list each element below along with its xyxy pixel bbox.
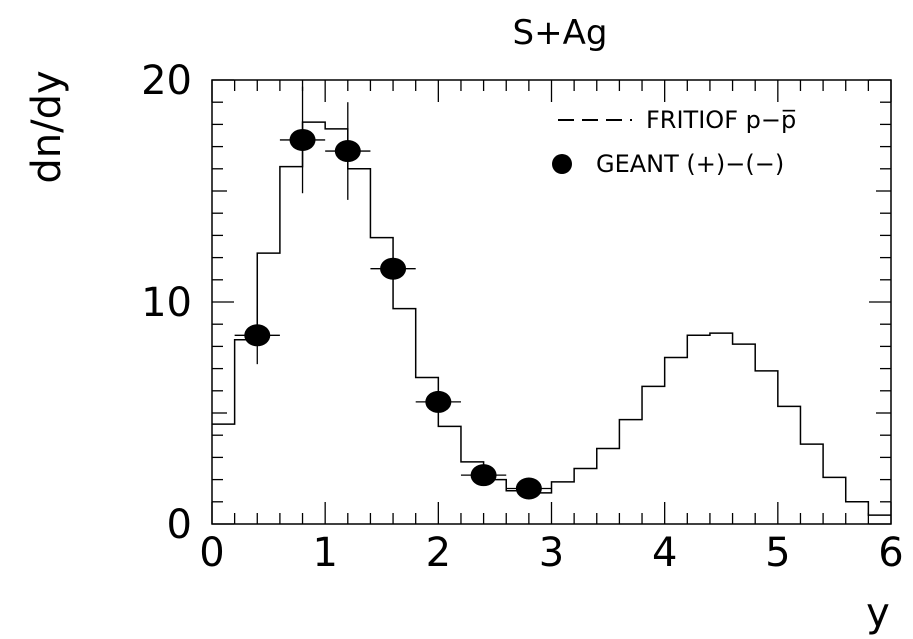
legend: FRITIOF p−p̅ GEANT (+)−(−) [552,106,796,178]
chart-title: S+Ag [513,13,608,53]
x-tick-label: 0 [199,530,224,576]
x-tick-label: 3 [539,530,564,576]
data-point [515,477,542,500]
y-tick-label: 20 [141,58,192,104]
histogram-line [212,121,891,516]
legend-hist-label: FRITIOF p−p̅ [646,106,796,134]
x-tick-label: 5 [765,530,790,576]
plot-frame [211,79,892,525]
plot-marks [212,86,891,516]
axis-ticks [211,79,892,525]
data-point [289,128,316,151]
data-point [244,324,271,347]
x-axis-label: y [866,590,890,636]
data-point [380,257,407,280]
data-point [470,464,497,487]
y-axis-label: dn/dy [24,70,70,183]
legend-points-label: GEANT (+)−(−) [596,150,784,178]
data-point [334,140,361,163]
tick-labels: 0 1 2 3 4 5 6 0 10 20 [141,58,904,576]
y-tick-label: 0 [167,502,192,548]
y-tick-label: 10 [141,280,192,326]
x-tick-label: 4 [652,530,677,576]
legend-points-marker [552,154,572,174]
x-tick-label: 6 [878,530,903,576]
data-point [425,390,452,413]
x-tick-label: 1 [312,530,337,576]
x-tick-label: 2 [426,530,451,576]
